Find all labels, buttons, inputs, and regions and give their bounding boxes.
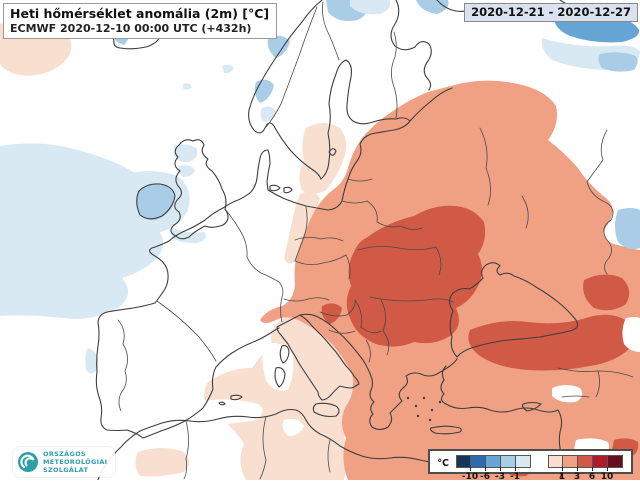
cold-anomaly-caspian xyxy=(615,208,640,250)
legend-swatch xyxy=(608,455,623,468)
legend-tick-mark xyxy=(607,467,608,471)
legend-tick-mark xyxy=(562,467,563,471)
hot-core-balkans-ukraine xyxy=(346,205,486,347)
sicily-coastline xyxy=(312,402,340,418)
legend-tick-label: -1 xyxy=(510,472,520,482)
anatolia-levant-coastline xyxy=(440,365,564,479)
legend-color-block: -10 -6 -3 -1 xyxy=(456,455,531,482)
legend-swatch: -6 xyxy=(471,455,490,482)
cold-anomaly-ireland xyxy=(136,184,175,221)
map-title: Heti hőmérséklet anomália (2m) [°C] xyxy=(10,6,270,21)
aegean-islands xyxy=(406,396,442,422)
legend-unit-label: °C xyxy=(437,458,449,469)
legend-tick-mark xyxy=(577,467,578,471)
cold-anomaly-portugal-offshore xyxy=(85,348,99,374)
model-run-label: ECMWF 2020-12-10 00:00 UTC (+432h) xyxy=(10,21,252,35)
legend-tick-mark xyxy=(470,467,471,471)
omsz-logo-line1: ORSZÁGOS xyxy=(43,449,86,458)
warm-anomaly-morocco xyxy=(135,448,189,477)
legend-tick-label: 10 xyxy=(600,472,614,482)
hot-core-croatia xyxy=(321,303,342,324)
map-title-box: Heti hőmérséklet anomália (2m) [°C] ECMW… xyxy=(3,3,278,40)
coastlines xyxy=(95,0,582,480)
legend-color-block: 1 3 6 10 xyxy=(548,455,623,482)
omsz-logo-text: ORSZÁGOS METEOROLÓGIAI SZOLGÁLAT xyxy=(43,450,107,474)
legend-swatch: -1 xyxy=(501,455,520,482)
scandinavia-continent-coastline xyxy=(95,0,411,439)
legend-tick-label: 3 xyxy=(573,472,581,482)
legend-swatch xyxy=(516,455,531,468)
black-sea-coastline xyxy=(448,262,579,358)
italy-coastline xyxy=(276,314,360,401)
hot-core-anatolia xyxy=(468,314,634,371)
legend-strip: -10 -6 -3 -1 1 3 6 10 xyxy=(456,455,623,482)
legend-tick-label: -6 xyxy=(480,472,490,482)
warm-anomaly-baltic xyxy=(299,123,347,194)
legend-tick-label: 1 xyxy=(558,472,566,482)
legend-tick-mark xyxy=(500,467,501,471)
warm-anomaly-germany-east xyxy=(284,191,320,264)
legend-swatch: 10 xyxy=(593,455,613,482)
legend-tick-label: -3 xyxy=(495,472,505,482)
color-scale-legend: °C -10 -6 -3 -1 1 3 6 10 xyxy=(428,449,633,482)
legend-swatch: -10 xyxy=(456,455,478,482)
legend-tick-label: 6 xyxy=(588,472,596,482)
warm-anomaly-west-mediterranean xyxy=(204,314,362,480)
omsz-logo-line2: METEOROLÓGIAI xyxy=(43,457,108,466)
legend-swatch: 6 xyxy=(578,455,595,482)
omsz-spiral-icon xyxy=(18,451,38,472)
forecast-period-label: 2020-12-21 - 2020-12-27 xyxy=(464,3,638,22)
great-britain-coastline xyxy=(170,139,229,240)
balkans-greece-coastline xyxy=(299,313,458,431)
legend-swatch: 1 xyxy=(548,455,565,482)
omsz-logo-line3: SZOLGÁLAT xyxy=(43,465,89,474)
legend-neutral-gap xyxy=(531,455,548,468)
omsz-logo: ORSZÁGOS METEOROLÓGIAI SZOLGÁLAT xyxy=(13,446,116,477)
legend-tick-mark xyxy=(592,467,593,471)
denmark-islands-coastline xyxy=(269,184,293,194)
cold-anomaly-scotland xyxy=(172,64,234,244)
legend-swatch: -3 xyxy=(486,455,505,482)
hot-core-caucasus xyxy=(583,274,630,311)
ireland-coastline xyxy=(136,183,176,220)
legend-tick-mark xyxy=(515,467,516,471)
country-borders xyxy=(117,1,634,480)
legend-tick-label: -10 xyxy=(461,472,479,482)
legend-tick-mark xyxy=(485,467,486,471)
legend-swatch: 3 xyxy=(563,455,580,482)
